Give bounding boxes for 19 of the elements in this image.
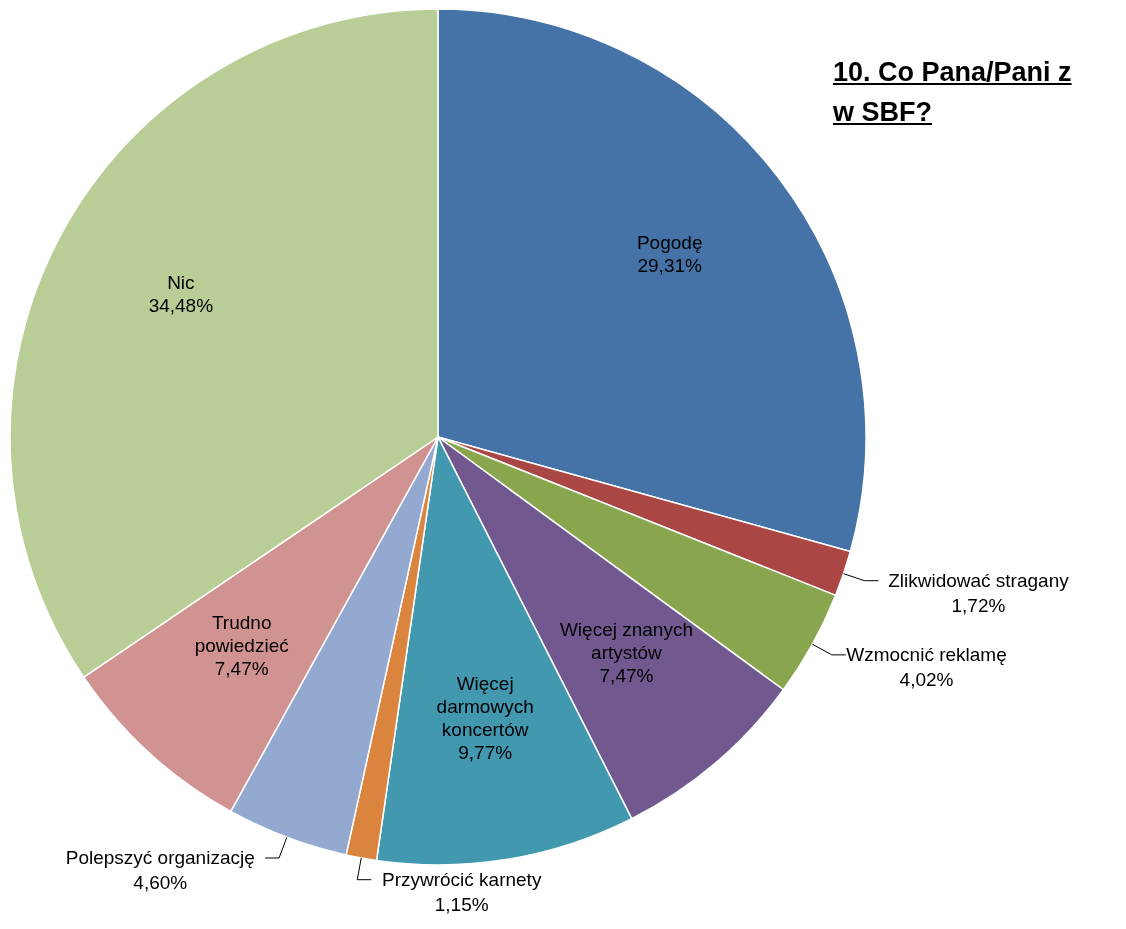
data-label: 4,60% (133, 871, 188, 893)
data-label: 9,77% (458, 741, 513, 763)
slice-label: Polepszyć organizację (65, 846, 255, 868)
slice-label: Przywrócić karnety (381, 868, 542, 890)
data-label: 1,15% (434, 893, 489, 915)
slice-label: Pogodę (636, 232, 703, 254)
slice-label: Trudno powiedzieć (194, 611, 289, 656)
text: 10. Co Pana/Pani z w SBF? (833, 56, 1072, 129)
slice-label: Wzmocnić reklamę (846, 643, 1007, 665)
slice-label: Nic (167, 272, 195, 294)
data-label: 7,47% (214, 657, 269, 679)
data-label: 1,72% (951, 594, 1006, 616)
data-label: 4,02% (899, 668, 954, 690)
data-label: 7,47% (599, 664, 654, 686)
slice-label: Więcej znanych artystów (559, 618, 694, 663)
slice-label: Zlikwidować stragany (888, 569, 1070, 591)
slice-label: Więcej darmowych koncertów (436, 672, 534, 740)
data-label: 29,31% (637, 255, 703, 277)
data-label: 34,48% (148, 295, 214, 317)
